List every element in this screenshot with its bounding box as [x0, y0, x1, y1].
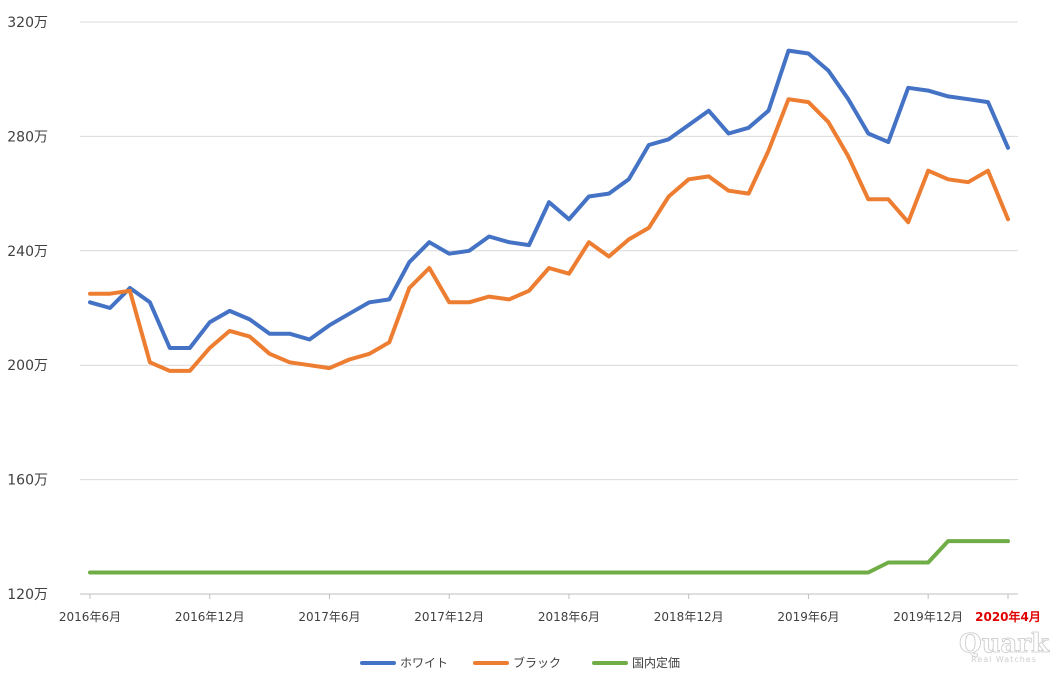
- legend-label: ホワイト: [400, 656, 448, 670]
- x-tick-label: 2018年6月: [538, 610, 600, 624]
- watermark-logo: Quark Real Watches: [959, 629, 1051, 664]
- y-tick-label: 120万: [7, 587, 48, 603]
- series-line-1: [88, 97, 1010, 373]
- series-line-0: [88, 48, 1010, 350]
- x-axis-ticks: 2016年6月 2016年12月 2017年6月 2017年12月 2018年6月 201…: [59, 594, 1041, 624]
- series-lines: [88, 48, 1010, 575]
- x-tick-label: 2019年12月: [893, 610, 963, 624]
- x-tick-label: 2017年12月: [414, 610, 484, 624]
- legend: ホワイト ブラック 国内定価: [360, 655, 680, 670]
- x-tick-label: 2018年12月: [654, 610, 724, 624]
- gridlines: [80, 21, 1018, 595]
- y-tick-label: 160万: [7, 473, 48, 489]
- legend-label: ブラック: [513, 655, 561, 670]
- x-tick-label: 2016年6月: [59, 610, 121, 624]
- watermark-tagline: Real Watches: [971, 655, 1037, 664]
- y-tick-label: 200万: [7, 358, 48, 374]
- x-tick-label: 2017年6月: [298, 610, 360, 624]
- series-line-2: [88, 539, 1010, 575]
- y-tick-label: 320万: [7, 15, 48, 31]
- watermark-brand: Quark: [959, 629, 1050, 659]
- y-tick-label: 240万: [7, 244, 48, 260]
- y-tick-label: 280万: [7, 129, 48, 145]
- y-axis-ticks: 120万 160万 200万 240万 280万 320万: [7, 15, 48, 603]
- x-tick-label: 2016年12月: [175, 610, 245, 624]
- legend-label: 国内定価: [632, 655, 680, 670]
- x-tick-label: 2019年6月: [777, 610, 839, 624]
- x-tick-label: 2020年4月: [975, 609, 1041, 624]
